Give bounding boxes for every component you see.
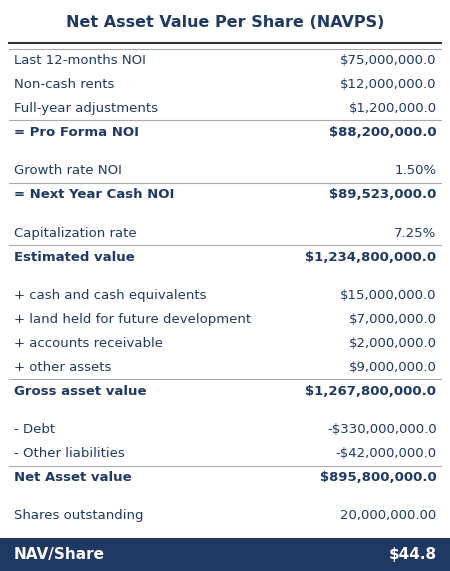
Text: Last 12-months NOI: Last 12-months NOI [14, 54, 145, 67]
Text: $895,800,000.0: $895,800,000.0 [320, 471, 436, 484]
Text: Gross asset value: Gross asset value [14, 385, 146, 398]
Bar [0, 538, 450, 571]
Text: + other assets: + other assets [14, 361, 111, 374]
Text: $44.8: $44.8 [388, 547, 436, 562]
Text: Shares outstanding: Shares outstanding [14, 509, 143, 522]
Text: = Pro Forma NOI: = Pro Forma NOI [14, 126, 139, 139]
Text: Net Asset Value Per Share (NAVPS): Net Asset Value Per Share (NAVPS) [66, 15, 384, 30]
Text: NAV/Share: NAV/Share [14, 547, 104, 562]
Text: Capitalization rate: Capitalization rate [14, 227, 136, 240]
Text: -$42,000,000.0: -$42,000,000.0 [335, 447, 436, 460]
Text: + cash and cash equivalents: + cash and cash equivalents [14, 289, 206, 302]
Text: Net Asset value: Net Asset value [14, 471, 131, 484]
Text: + accounts receivable: + accounts receivable [14, 337, 162, 350]
Text: Full-year adjustments: Full-year adjustments [14, 102, 157, 115]
Text: $75,000,000.0: $75,000,000.0 [340, 54, 436, 67]
Text: $7,000,000.0: $7,000,000.0 [348, 313, 436, 326]
Text: 1.50%: 1.50% [394, 164, 436, 177]
Text: $1,267,800,000.0: $1,267,800,000.0 [306, 385, 436, 398]
Text: - Debt: - Debt [14, 423, 54, 436]
Text: $2,000,000.0: $2,000,000.0 [348, 337, 436, 350]
Text: - Other liabilities: - Other liabilities [14, 447, 124, 460]
Text: 7.25%: 7.25% [394, 227, 436, 240]
Text: Growth rate NOI: Growth rate NOI [14, 164, 122, 177]
Text: $15,000,000.0: $15,000,000.0 [340, 289, 436, 302]
Text: $1,200,000.0: $1,200,000.0 [348, 102, 436, 115]
Text: $89,523,000.0: $89,523,000.0 [329, 188, 436, 201]
Text: 20,000,000.00: 20,000,000.00 [340, 509, 436, 522]
Text: $12,000,000.0: $12,000,000.0 [340, 78, 436, 91]
Text: Estimated value: Estimated value [14, 251, 134, 264]
Text: $1,234,800,000.0: $1,234,800,000.0 [306, 251, 436, 264]
Text: $9,000,000.0: $9,000,000.0 [349, 361, 436, 374]
Text: + land held for future development: + land held for future development [14, 313, 251, 326]
Text: -$330,000,000.0: -$330,000,000.0 [327, 423, 436, 436]
Text: $88,200,000.0: $88,200,000.0 [329, 126, 436, 139]
Text: = Next Year Cash NOI: = Next Year Cash NOI [14, 188, 174, 201]
Text: Non-cash rents: Non-cash rents [14, 78, 114, 91]
